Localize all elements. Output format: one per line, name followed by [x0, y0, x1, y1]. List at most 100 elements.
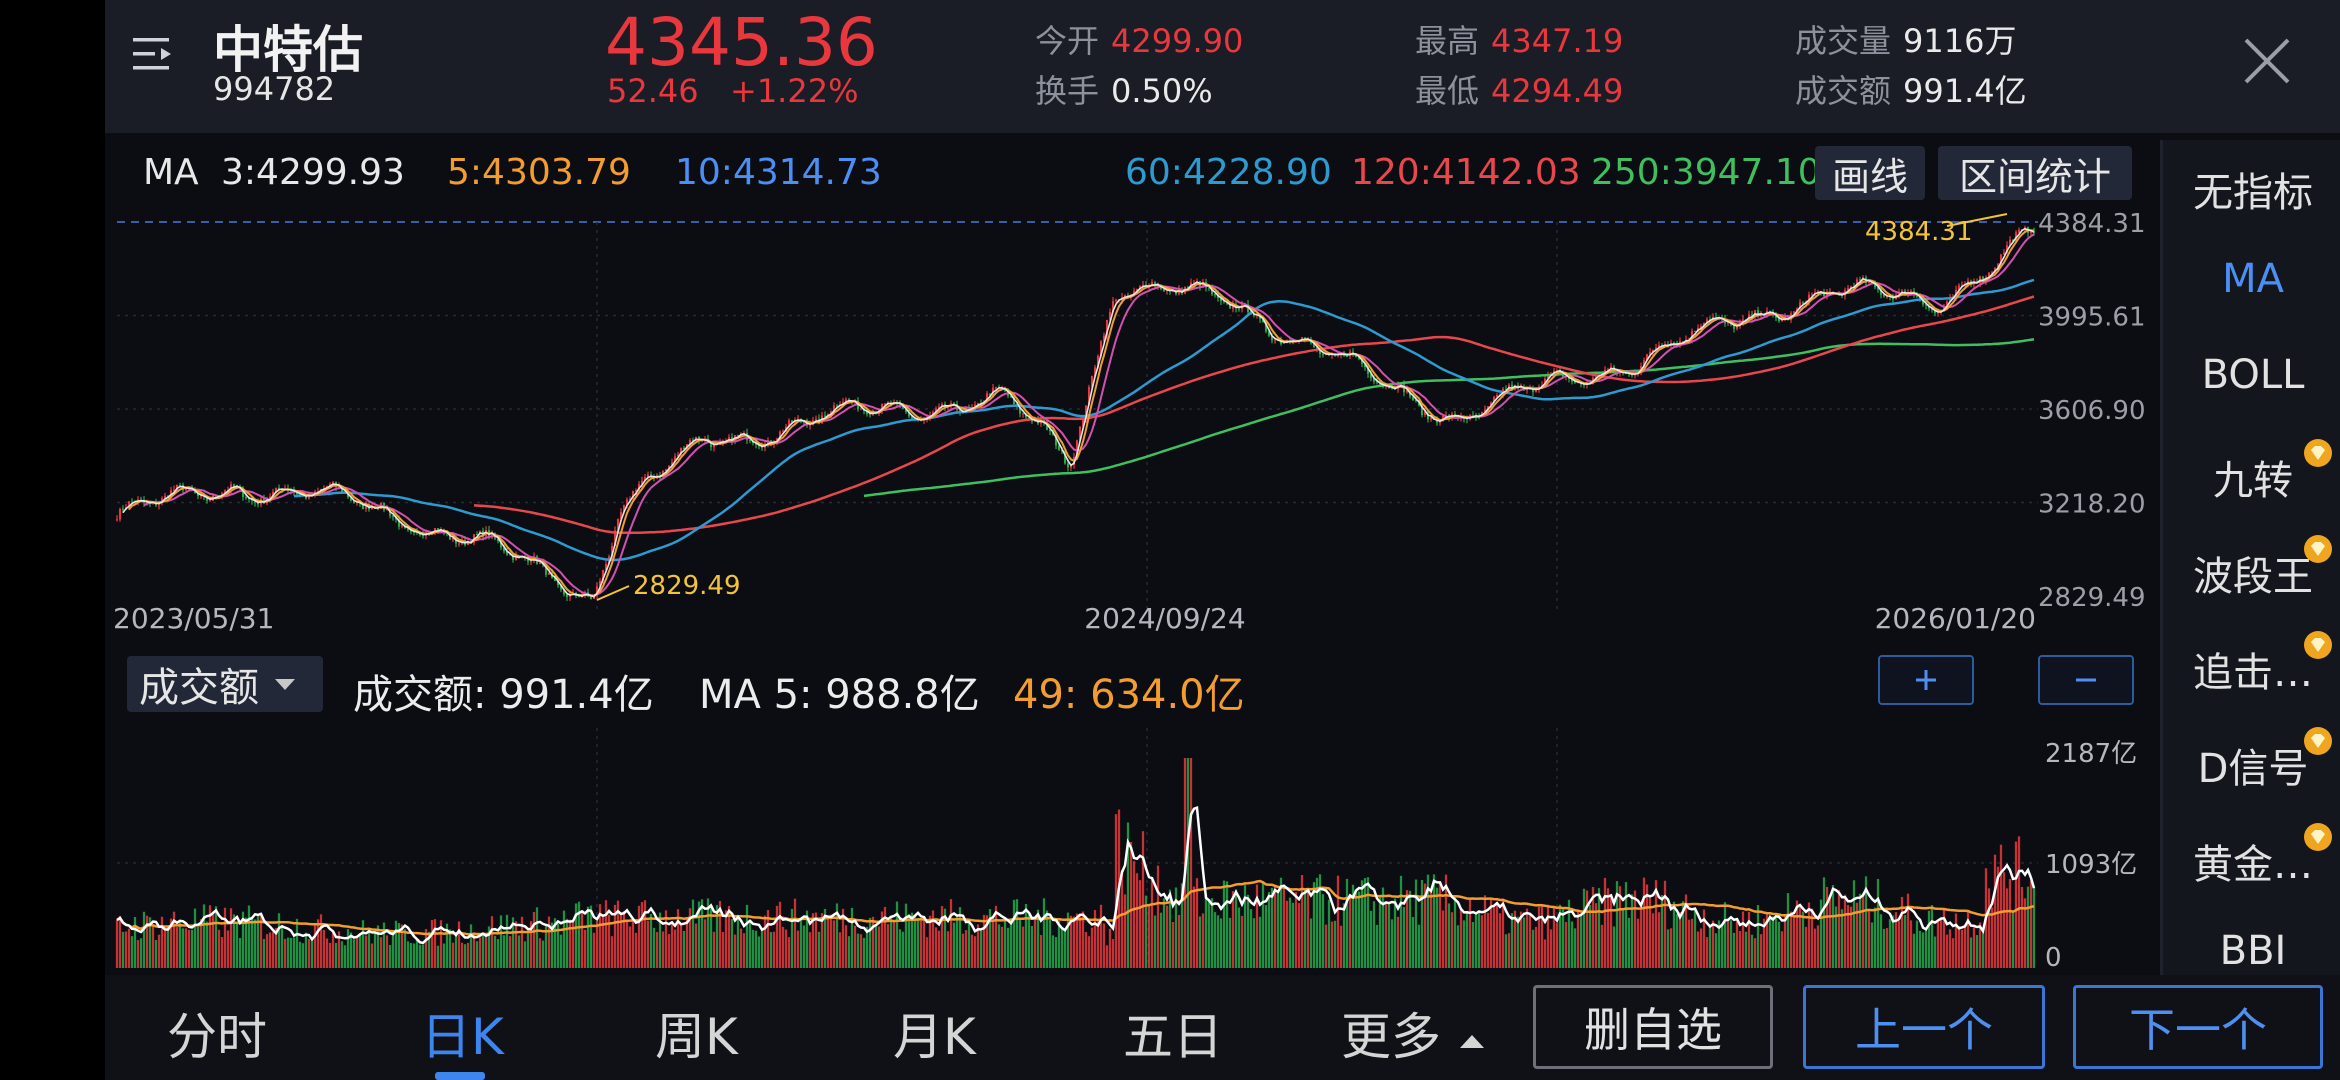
- tab-intraday[interactable]: 分时: [167, 1008, 267, 1066]
- indicator-item-6[interactable]: D信号: [2197, 746, 2309, 792]
- volume-bar: [1846, 905, 1850, 968]
- volume-bar: [874, 926, 878, 968]
- volume-bar: [331, 930, 335, 968]
- volume-bar: [190, 929, 194, 968]
- volume-bar: [1090, 927, 1094, 968]
- candle-body: [994, 387, 998, 389]
- indicator-item-7[interactable]: 黄金…: [2193, 842, 2313, 888]
- volume-bar: [2008, 879, 2012, 968]
- candle-body: [1066, 463, 1070, 468]
- volume-bar: [1975, 935, 1979, 968]
- menu-icon[interactable]: [131, 34, 175, 74]
- volume-bar: [1627, 917, 1631, 968]
- volume-bar: [313, 925, 317, 968]
- tab-weekly-k[interactable]: 周K: [655, 1008, 738, 1066]
- volume-bar: [679, 925, 683, 968]
- volume-bar: [835, 903, 839, 968]
- indicator-item-4[interactable]: 波段王: [2193, 554, 2313, 600]
- volume-bar: [1009, 919, 1013, 968]
- tab-five-day[interactable]: 五日: [1123, 1008, 1223, 1066]
- candle-body: [196, 493, 200, 497]
- volume-bar: [589, 905, 593, 968]
- candle-body: [1489, 402, 1493, 407]
- candle-body: [1192, 282, 1196, 284]
- plus-icon: [1916, 670, 1936, 690]
- indicator-item-3[interactable]: 九转: [2213, 458, 2293, 504]
- remove-watchlist-button[interactable]: 删自选: [1533, 985, 1773, 1069]
- volume-bar: [1771, 916, 1775, 968]
- volume-bar: [1807, 902, 1811, 968]
- indicator-item-2[interactable]: BOLL: [2201, 352, 2305, 398]
- volume-axis-tick: 1093亿: [2045, 850, 2137, 880]
- max-price-label: 4384.31: [1865, 217, 1973, 247]
- candle-body: [529, 561, 533, 563]
- volume-bar: [1543, 939, 1547, 968]
- volume-bar: [574, 903, 578, 968]
- volume-bar: [1702, 909, 1706, 968]
- volume-bar: [598, 904, 602, 968]
- indicator-item-0[interactable]: 无指标: [2193, 170, 2313, 216]
- tab-monthly-k[interactable]: 月K: [893, 1008, 976, 1066]
- volume-bar: [280, 925, 284, 968]
- range-stats-button[interactable]: 区间统计: [1938, 146, 2132, 200]
- candle-body: [316, 491, 320, 493]
- candle-body: [448, 534, 452, 540]
- volume-bar: [793, 898, 797, 968]
- indicator-item-1[interactable]: MA: [2222, 256, 2284, 302]
- volume-bar: [1966, 910, 1970, 968]
- volume-bar: [259, 912, 263, 968]
- volume-bar: [583, 929, 587, 968]
- volume-indicator-select[interactable]: 成交额: [127, 656, 323, 712]
- candle-body: [937, 406, 941, 409]
- candle-body: [1114, 299, 1118, 302]
- candle-body: [1009, 395, 1013, 398]
- volume-bar: [706, 898, 710, 968]
- volume-bar: [1213, 912, 1217, 968]
- stock-code: 994782: [213, 70, 336, 108]
- draw-line-button[interactable]: 画线: [1815, 146, 1925, 200]
- volume-bar: [1105, 945, 1109, 968]
- volume-bar: [1798, 904, 1802, 968]
- tab-more[interactable]: 更多: [1341, 997, 1487, 1069]
- volume-bar: [1525, 908, 1529, 968]
- close-icon[interactable]: [2240, 34, 2294, 88]
- volume-bar: [1960, 929, 1964, 968]
- volume-bar: [454, 936, 458, 968]
- volume-ma5-value: MA 5: 988.8亿: [699, 672, 980, 718]
- volume-bar: [616, 900, 620, 968]
- price-change-pct: +1.22%: [730, 72, 859, 110]
- volume-bar: [1051, 935, 1055, 968]
- volume-chart[interactable]: 2187亿 1093亿 0: [105, 728, 2155, 973]
- indicator-item-5[interactable]: 追击…: [2193, 650, 2313, 696]
- zoom-out-button[interactable]: [2038, 655, 2134, 705]
- volume-bar: [1864, 876, 1868, 968]
- volume-bar: [397, 923, 401, 968]
- candle-body: [1504, 388, 1508, 390]
- volume-bar: [532, 911, 536, 968]
- volume-bar: [1942, 908, 1946, 968]
- previous-stock-button[interactable]: 上一个: [1803, 985, 2045, 1069]
- candle-body: [1876, 287, 1880, 290]
- volume-bar: [427, 931, 431, 968]
- kline-chart[interactable]: 4384.31 3995.61 3606.90 3218.20 2829.49 2023/…: [105, 212, 2155, 642]
- volume-bar: [328, 942, 332, 968]
- next-stock-button[interactable]: 下一个: [2073, 985, 2323, 1069]
- candle-body: [163, 495, 167, 499]
- volume-bar: [916, 917, 920, 968]
- candle-body: [1228, 303, 1232, 309]
- indicator-item-8[interactable]: BBI: [2219, 928, 2287, 974]
- volume-bar: [637, 905, 641, 968]
- zoom-in-button[interactable]: [1878, 655, 1974, 705]
- volume-bar: [1405, 890, 1409, 968]
- candle-body: [511, 554, 515, 560]
- tab-daily-k[interactable]: 日K: [421, 1008, 504, 1066]
- vip-diamond-icon: [2304, 727, 2332, 755]
- volume-bar: [1675, 914, 1679, 968]
- volume-bar: [1264, 905, 1268, 968]
- candle-body: [595, 586, 599, 596]
- volume-bar: [889, 915, 893, 968]
- volume-bar: [1336, 875, 1340, 968]
- volume-bar: [1528, 915, 1532, 968]
- candle-body: [496, 538, 500, 542]
- candle-body: [526, 558, 530, 562]
